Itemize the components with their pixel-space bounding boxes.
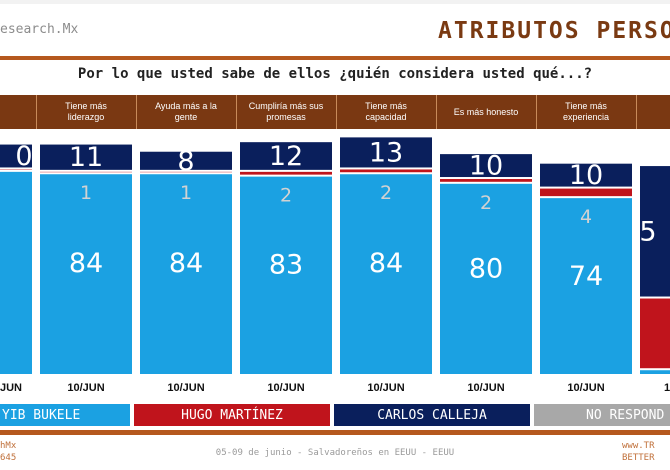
segment-separator: [540, 186, 632, 189]
header-separator: [236, 95, 237, 129]
attribute-header-6: Tiene más experiencia: [562, 101, 610, 122]
header-separator: [536, 95, 537, 129]
header-rule: [0, 56, 670, 60]
data-label-1-5: 2: [480, 192, 492, 214]
legend-item-1: HUGO MARTÍNEZ: [134, 404, 330, 426]
date-label-5: 10/JUN: [467, 382, 505, 394]
data-label-2-7: 5: [639, 216, 656, 247]
data-label-1-3: 2: [280, 185, 292, 207]
segment-separator: [340, 167, 432, 170]
footer-right-text: www.TR BETTER: [622, 441, 655, 463]
bar-segment-1-3: [240, 170, 332, 176]
footer-rule: [0, 430, 670, 435]
data-label-1-7: 3: [642, 378, 654, 379]
data-label-0-2: 84: [169, 248, 203, 279]
segment-separator: [0, 167, 32, 170]
bar-segment-2-5: [440, 154, 532, 179]
data-label-2-2: 8: [177, 146, 194, 177]
segment-separator: [40, 172, 132, 175]
stacked-bar-chart: 508411184188321284213802107441035: [0, 137, 670, 379]
date-label-4: 10/JUN: [367, 382, 405, 394]
bar-segment-2-3: [240, 142, 332, 171]
bar-segment-0-5: [440, 182, 532, 374]
legend-item-2: CARLOS CALLEJA: [334, 404, 530, 426]
bar-segment-1-0: [0, 168, 32, 171]
date-label-6: 10/JUN: [567, 382, 605, 394]
segment-separator: [140, 172, 232, 175]
segment-separator: [540, 196, 632, 199]
data-label-0-5: 80: [469, 253, 503, 284]
bar-segment-2-1: [40, 144, 132, 171]
bar-segment-2-2: [140, 151, 232, 171]
segment-separator: [440, 181, 532, 184]
data-label-0-6: 74: [569, 261, 603, 292]
date-label-2: 10/JUN: [167, 382, 205, 394]
data-label-1-2: 1: [180, 182, 192, 204]
page-title: ATRIBUTOS PERSON: [438, 18, 670, 44]
segment-separator: [240, 169, 332, 172]
bar-segment-2-7: [640, 166, 670, 298]
header-separator: [636, 95, 637, 129]
data-label-2-5: 10: [469, 151, 503, 182]
bar-segment-0-4: [340, 173, 432, 374]
bar-segment-0-6: [540, 197, 632, 374]
date-label-7: 1: [664, 382, 670, 394]
header-separator: [336, 95, 337, 129]
bar-segment-0-0: [0, 170, 32, 374]
segment-separator: [240, 174, 332, 177]
attribute-header-7: Es m: [640, 95, 670, 129]
bar-segment-1-7: [640, 297, 670, 370]
attribute-header-3: Cumpliría más sus promesas: [248, 101, 324, 122]
date-label-1: 10/JUN: [67, 382, 105, 394]
bar-segment-1-2: [140, 170, 232, 174]
date-label-3: 10/JUN: [267, 382, 305, 394]
bar-segment-1-6: [540, 187, 632, 198]
attribute-header-5: Es más honesto: [453, 106, 519, 117]
data-label-2-0: 0: [15, 141, 32, 172]
attribute-header-band: [0, 95, 670, 129]
bar-segment-1-5: [440, 178, 532, 183]
segment-separator: [340, 172, 432, 175]
segment-separator: [440, 177, 532, 180]
data-label-1-6: 4: [580, 206, 592, 228]
bar-segment-1-4: [340, 168, 432, 174]
attribute-header-4: Tiene más capacidad: [365, 101, 407, 122]
bar-segment-2-4: [340, 137, 432, 169]
data-label-2-3: 12: [269, 141, 303, 172]
attribute-header-2: Ayuda más a la gente: [155, 101, 217, 122]
attribute-header-1: Tiene más liderazgo: [65, 101, 107, 122]
bar-segment-1-1: [40, 170, 132, 174]
bar-segment-0-3: [240, 175, 332, 374]
segment-separator: [640, 296, 670, 299]
data-label-2-6: 10: [569, 160, 603, 191]
date-label-0: JUN: [0, 382, 23, 394]
data-label-1-1: 1: [80, 182, 92, 204]
header-separator: [436, 95, 437, 129]
legend-item-0: YIB BUKELE: [0, 404, 130, 426]
bar-segment-0-2: [140, 173, 232, 374]
segment-separator: [40, 169, 132, 172]
legend-item-3: NO RESPOND: [534, 404, 670, 426]
bar-segment-2-6: [540, 163, 632, 188]
data-label-0-4: 84: [369, 248, 403, 279]
footer-left-text: hMx 645: [0, 441, 17, 463]
footer-center-text: 05-09 de junio - Salvadoreños en EEUU - …: [215, 448, 455, 458]
header-separator: [136, 95, 137, 129]
attribute-header-0: máste: [0, 95, 32, 129]
question-text: Por lo que usted sabe de ellos ¿quién co…: [77, 66, 593, 82]
bar-segment-2-0: [0, 144, 32, 169]
data-label-1-4: 2: [380, 182, 392, 204]
data-label-2-1: 11: [69, 142, 103, 173]
segment-separator: [640, 368, 670, 371]
segment-separator: [140, 169, 232, 172]
header-separator: [36, 95, 37, 129]
segment-separator: [0, 169, 32, 172]
bar-segment-0-1: [40, 173, 132, 374]
bar-segment-0-7: [640, 369, 670, 374]
data-label-0-1: 84: [69, 248, 103, 279]
brand-text: esearch.Mx: [0, 22, 79, 37]
data-label-0-3: 83: [269, 249, 303, 280]
top-line: [0, 0, 670, 4]
data-label-2-4: 13: [369, 137, 403, 168]
